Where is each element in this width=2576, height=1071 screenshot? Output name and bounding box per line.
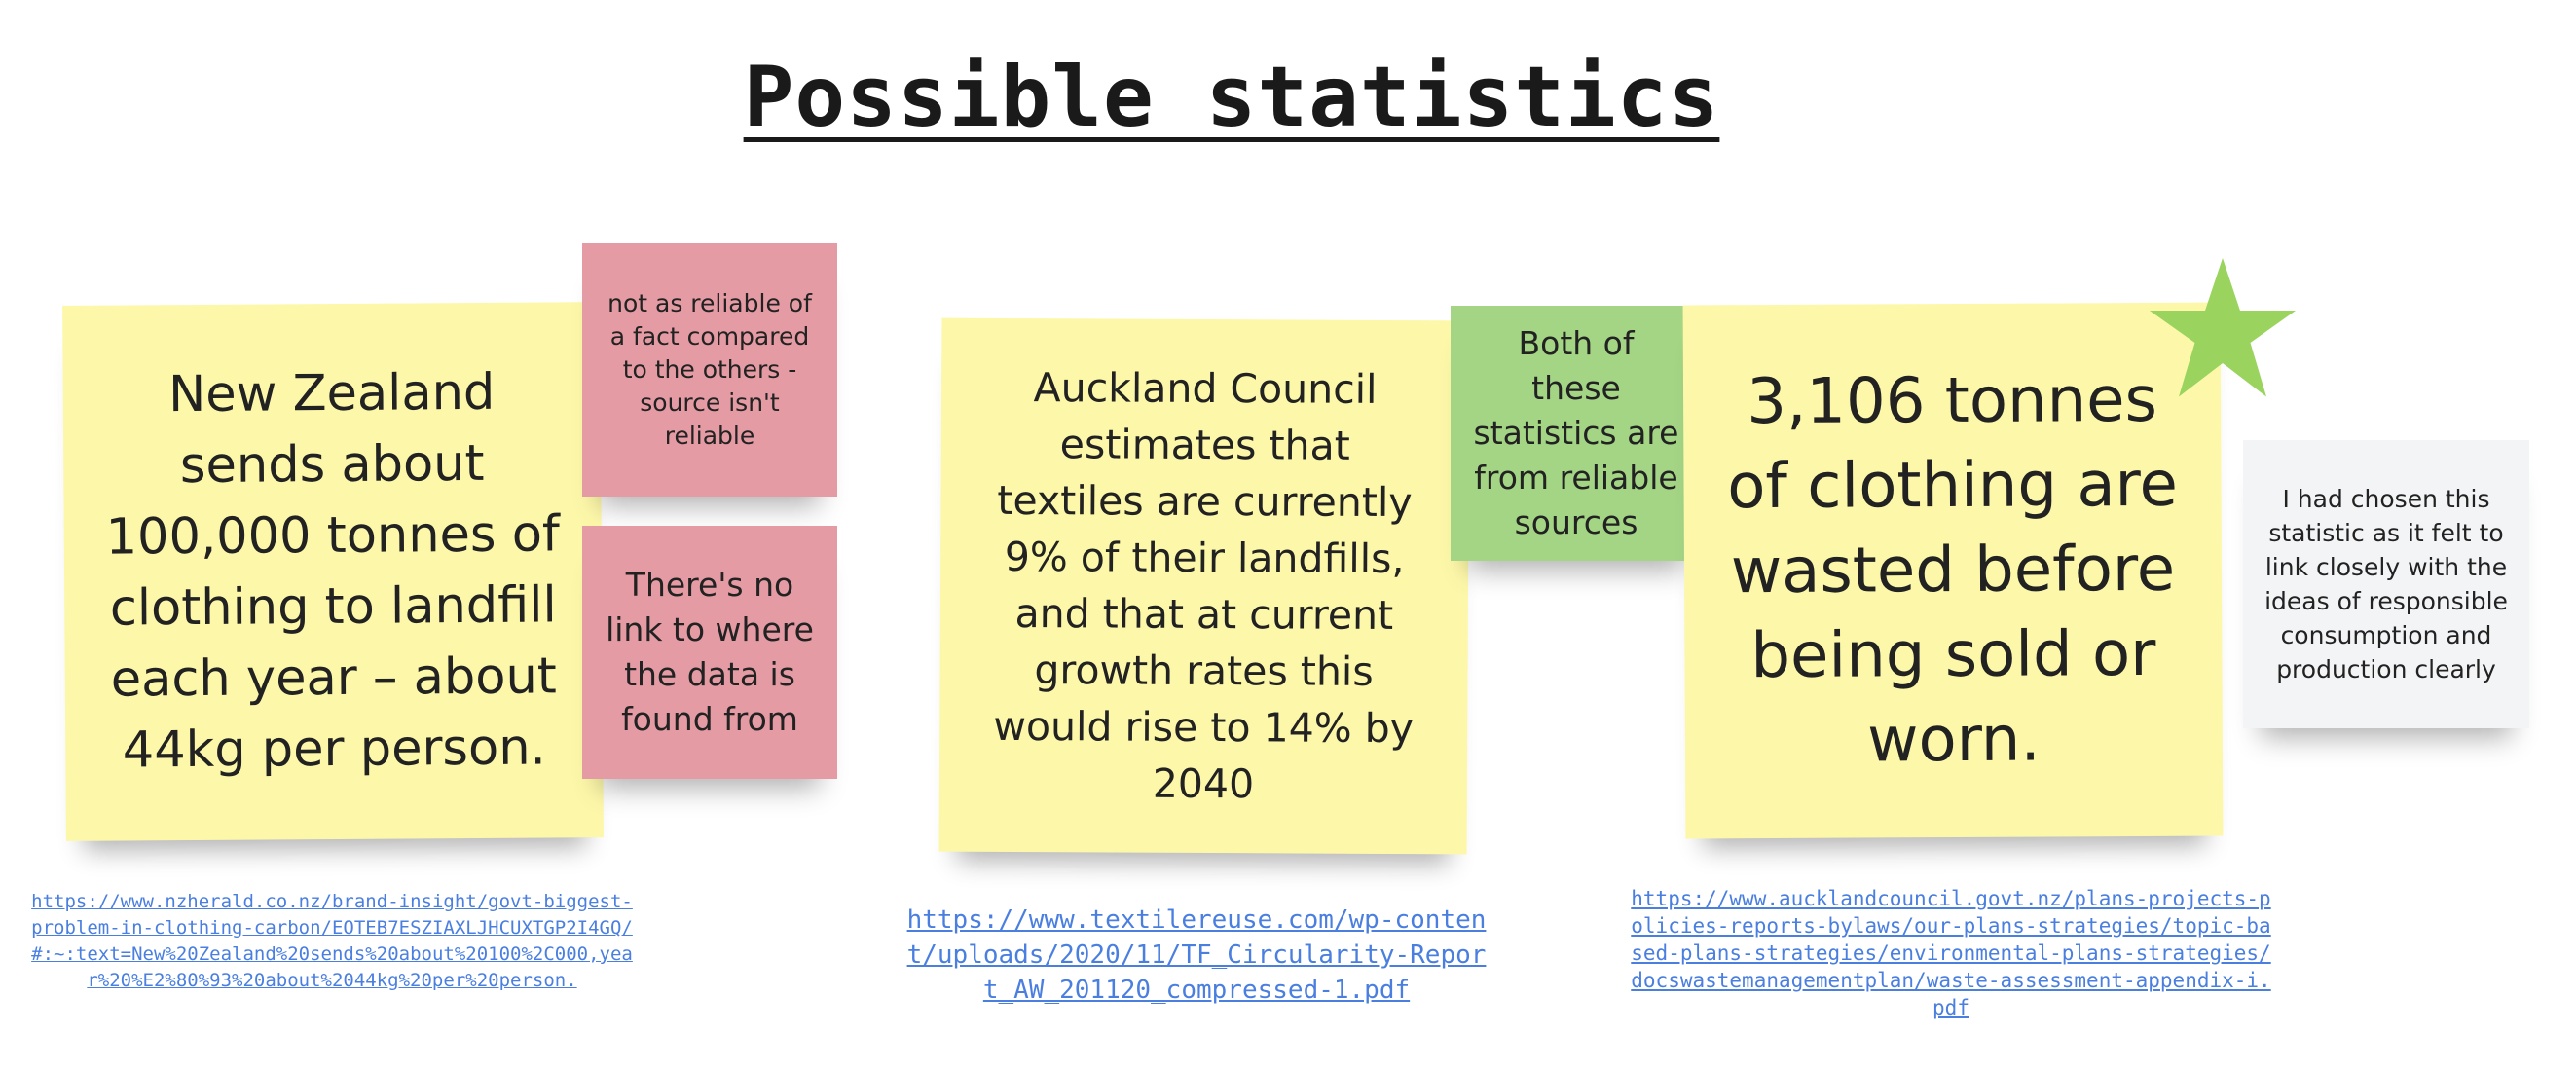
sticky-note-auckland-statistic[interactable]: Auckland Council estimates that textiles… xyxy=(938,317,1470,855)
sticky-note-text: Auckland Council estimates that textiles… xyxy=(993,364,1415,808)
star-icon xyxy=(2150,258,2296,397)
sticky-note-chosen-reason[interactable]: I had chosen this statistic as it felt t… xyxy=(2243,440,2529,728)
sticky-note-text: I had chosen this statistic as it felt t… xyxy=(2264,485,2508,683)
sticky-note-text: There's no link to where the data is fou… xyxy=(606,566,814,738)
sticky-note-reliable-sources[interactable]: Both of these statistics are from reliab… xyxy=(1451,306,1702,561)
sticky-note-unreliable-fact[interactable]: not as reliable of a fact compared to th… xyxy=(582,243,837,497)
sticky-note-text: Both of these statistics are from reliab… xyxy=(1473,324,1679,541)
sticky-note-no-link[interactable]: There's no link to where the data is fou… xyxy=(582,526,837,779)
sticky-note-text: 3,106 tonnes of clothing are wasted befo… xyxy=(1727,363,2179,776)
sticky-note-nz-statistic[interactable]: New Zealand sends about 100,000 tonnes o… xyxy=(62,302,604,841)
source-link-nzherald[interactable]: https://www.nzherald.co.nz/brand-insight… xyxy=(31,891,633,991)
source-link-textilereuse[interactable]: https://www.textilereuse.com/wp-content/… xyxy=(906,905,1487,1005)
source-link-aucklandcouncil[interactable]: https://www.aucklandcouncil.govt.nz/plan… xyxy=(1631,887,2271,1019)
sticky-note-text: New Zealand sends about 100,000 tonnes o… xyxy=(105,363,561,780)
page-title: Possible statistics xyxy=(743,49,1720,146)
sticky-note-tonnes-statistic[interactable]: 3,106 tonnes of clothing are wasted befo… xyxy=(1682,302,2224,839)
sticky-note-text: not as reliable of a fact compared to th… xyxy=(607,289,812,450)
